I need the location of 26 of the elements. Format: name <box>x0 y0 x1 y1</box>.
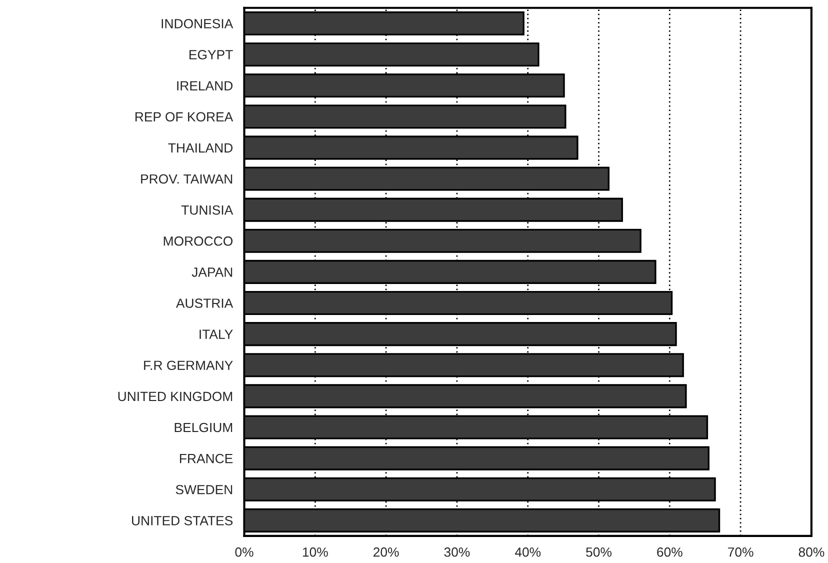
y-tick-label: TUNISIA <box>181 205 234 215</box>
x-tick-label: 30% <box>444 547 470 557</box>
y-tick-label: JAPAN <box>192 268 232 277</box>
y-tick-label: F.R GERMANY <box>144 360 233 370</box>
y-tick-label: MOROCCO <box>164 236 233 246</box>
x-tick-label: 0% <box>235 547 254 557</box>
y-tick-label: EGYPT <box>190 50 233 60</box>
y-tick-label: UNITED KINGDOM <box>118 392 232 402</box>
x-tick-label: 70% <box>728 547 754 557</box>
x-tick-label: 80% <box>798 547 824 557</box>
y-tick-label: PROV. TAIWAN <box>141 174 232 184</box>
y-tick-label: BELGIUM <box>174 422 232 432</box>
y-tick-label: ITALY <box>200 330 233 339</box>
x-tick-label: 40% <box>514 547 541 557</box>
x-tick-label: 10% <box>302 547 328 557</box>
y-tick-label: UNITED STATES <box>132 516 233 526</box>
y-tick-label: IRELAND <box>177 81 233 90</box>
x-tick-label: 50% <box>586 547 612 557</box>
y-tick-label: THAILAND <box>168 143 233 152</box>
y-tick-label: AUSTRIA <box>176 298 234 308</box>
x-tick-label: 60% <box>657 547 682 557</box>
y-tick-label: FRANCE <box>180 454 233 464</box>
y-tick-label: SWEDEN <box>176 484 232 494</box>
y-tick-label: REP OF KOREA <box>135 112 234 122</box>
y-tick-label: INDONESIA <box>162 18 234 28</box>
x-tick-label: 20% <box>374 547 399 557</box>
